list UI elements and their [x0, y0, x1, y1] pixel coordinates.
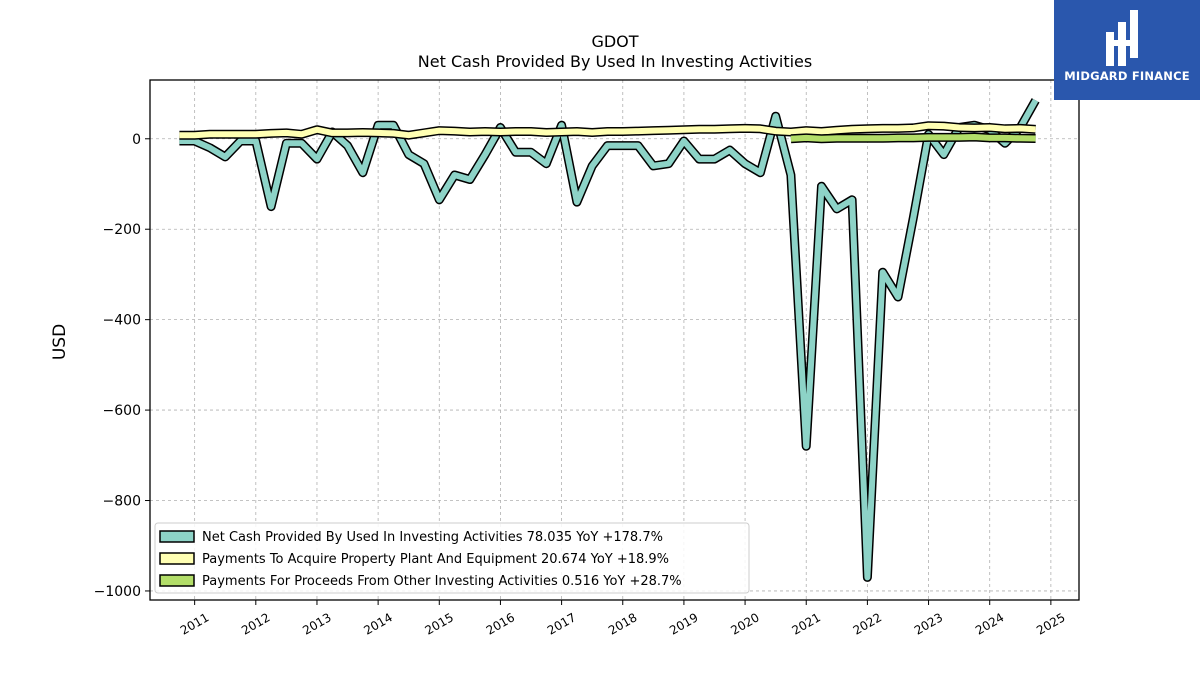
- legend-label-2: Payments For Proceeds From Other Investi…: [202, 574, 682, 589]
- plot-frame: [149, 79, 1080, 601]
- chart-title: GDOT: [591, 32, 638, 51]
- series-line-1: [179, 122, 1036, 139]
- legend-box: [154, 522, 750, 594]
- series-outline-0: [179, 98, 1040, 582]
- x-tick-label: 2014: [361, 610, 394, 637]
- x-tick-label: 2019: [667, 610, 700, 637]
- y-tick-label: −400: [103, 313, 141, 329]
- brand-name: MIDGARD FINANCE: [1064, 69, 1190, 83]
- x-tick-label: 2021: [790, 610, 823, 637]
- legend-swatch-0: [159, 530, 195, 543]
- chart-subtitle: Net Cash Provided By Used In Investing A…: [418, 52, 812, 71]
- brand-logo: MIDGARD FINANCE: [1054, 0, 1200, 100]
- legend-label-1: Payments To Acquire Property Plant And E…: [202, 552, 669, 567]
- x-tick-label: 2012: [239, 610, 272, 637]
- legend-swatch-1: [159, 552, 195, 565]
- x-tick-label: 2023: [912, 610, 945, 637]
- x-tick-label: 2013: [300, 610, 333, 637]
- x-tick-label: 2022: [851, 610, 884, 637]
- series-lines: [179, 98, 1040, 582]
- midgard-logo-icon: [1106, 10, 1138, 66]
- x-tick-label: 2016: [484, 610, 517, 637]
- y-tick-label: 0: [132, 132, 141, 148]
- legend-swatch-2: [159, 574, 195, 587]
- legend-label-0: Net Cash Provided By Used In Investing A…: [202, 530, 663, 545]
- x-tick-label: 2018: [606, 610, 639, 637]
- series-line-2: [790, 134, 1036, 142]
- y-tick-label: −600: [103, 403, 141, 419]
- y-tick-label: −200: [103, 222, 141, 238]
- y-axis-label: USD: [50, 324, 70, 360]
- x-tick-label: 2017: [545, 610, 578, 637]
- x-tick-label: 2025: [1034, 610, 1067, 637]
- legend: Net Cash Provided By Used In Investing A…: [154, 522, 750, 594]
- series-line-0: [179, 98, 1039, 581]
- x-tick-label: 2015: [423, 610, 456, 637]
- x-tick-label: 2011: [178, 610, 211, 637]
- x-tick-label: 2024: [973, 610, 1006, 637]
- y-tick-label: −1000: [94, 584, 141, 600]
- y-tick-label: −800: [103, 494, 141, 510]
- x-tick-label: 2020: [728, 610, 761, 637]
- grid: [150, 80, 1079, 600]
